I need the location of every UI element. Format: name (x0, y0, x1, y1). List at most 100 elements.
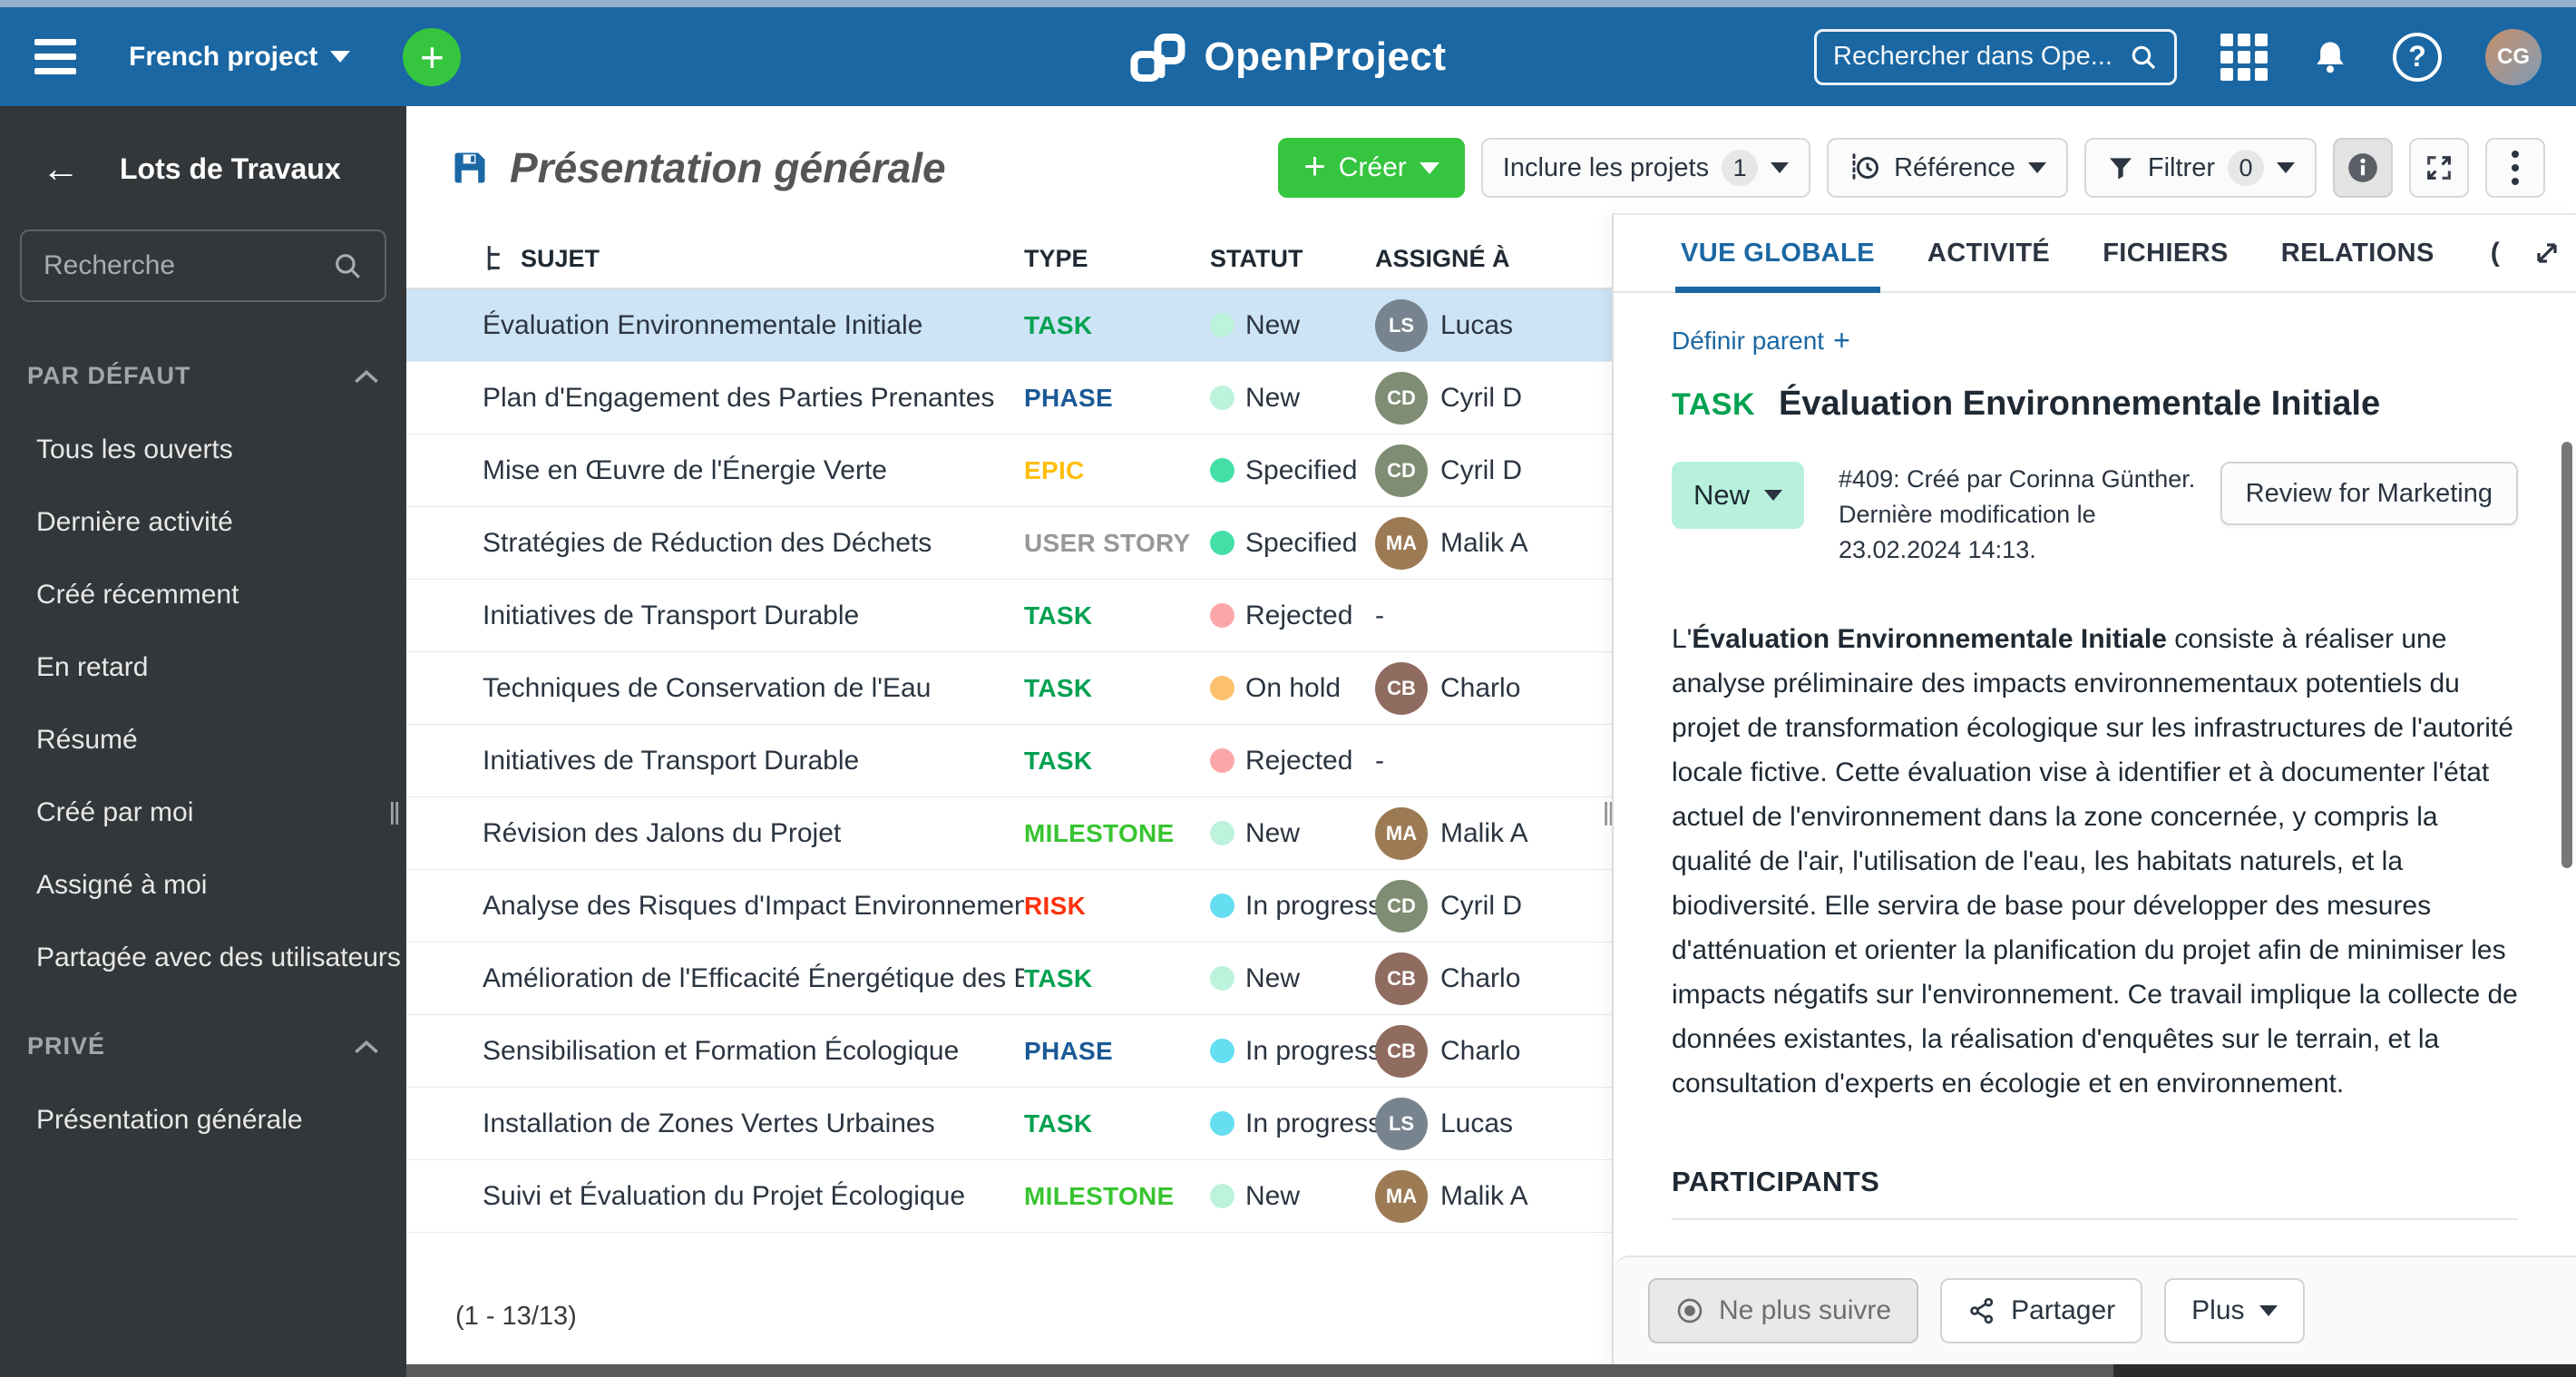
wp-status[interactable]: In progress (1210, 1108, 1381, 1139)
wp-type[interactable]: TASK (1024, 601, 1093, 630)
sidebar-item-resume[interactable]: Résumé (36, 725, 138, 755)
more-menu-button[interactable] (2485, 138, 2545, 198)
wp-type[interactable]: RISK (1024, 891, 1087, 920)
sidebar-item-derniere-activite[interactable]: Dernière activité (36, 507, 233, 537)
sidebar-search-input[interactable] (44, 250, 321, 281)
table-row[interactable]: Révision des Jalons du Projet MILESTONE … (406, 797, 1612, 870)
column-type[interactable]: TYPE (1024, 244, 1088, 272)
wp-assignee[interactable]: CB Charlo (1375, 661, 1612, 715)
wp-type[interactable]: PHASE (1024, 383, 1113, 412)
column-assigne-a[interactable]: ASSIGNÉ À (1375, 244, 1510, 272)
wp-status[interactable]: New (1210, 963, 1375, 994)
baseline-button[interactable]: Référence (1827, 138, 2068, 198)
wp-assignee[interactable]: - (1375, 601, 1612, 631)
table-row[interactable]: Initiatives de Transport Durable TASK Re… (406, 725, 1612, 797)
sidebar-item-tous-les-ouverts[interactable]: Tous les ouverts (36, 435, 233, 464)
sidebar-section-prive[interactable]: PRIVÉ (0, 1032, 406, 1060)
expand-panel-icon[interactable] (2531, 237, 2563, 269)
wp-type[interactable]: PHASE (1024, 1036, 1113, 1065)
table-row[interactable]: Mise en Œuvre de l'Énergie Verte EPIC Sp… (406, 435, 1612, 507)
wp-status[interactable]: New (1210, 310, 1375, 341)
user-avatar[interactable]: CG (2485, 28, 2542, 85)
wp-status[interactable]: New (1210, 1181, 1375, 1212)
sidebar-section-default[interactable]: PAR DÉFAUT (0, 362, 406, 390)
sidebar-item-presentation-generale[interactable]: Présentation générale (36, 1105, 303, 1135)
info-button[interactable] (2333, 138, 2393, 198)
table-row[interactable]: Stratégies de Réduction des Déchets USER… (406, 507, 1612, 580)
review-for-marketing-button[interactable]: Review for Marketing (2220, 462, 2518, 525)
table-row[interactable]: Amélioration de l'Efficacité Énergétique… (406, 942, 1612, 1015)
wp-assignee[interactable]: LS Lucas (1375, 1097, 1612, 1150)
wp-subject[interactable]: Plan d'Engagement des Parties Prenantes (483, 382, 995, 413)
fullscreen-button[interactable] (2409, 138, 2469, 198)
wp-status[interactable]: Specified (1210, 528, 1375, 559)
wp-assignee[interactable]: MA Malik A (1375, 516, 1612, 570)
hierarchy-icon[interactable] (483, 245, 506, 272)
include-projects-button[interactable]: Inclure les projets 1 (1480, 138, 1811, 198)
wp-subject[interactable]: Techniques de Conservation de l'Eau (483, 672, 932, 703)
status-dropdown[interactable]: New (1672, 462, 1805, 529)
wp-status[interactable]: In progress (1210, 891, 1381, 922)
wp-assignee[interactable]: MA Malik A (1375, 1169, 1612, 1223)
notifications-bell-icon[interactable] (2311, 37, 2349, 77)
wp-status[interactable]: New (1210, 383, 1375, 414)
wp-status[interactable]: On hold (1210, 673, 1375, 704)
save-icon[interactable] (450, 148, 490, 188)
filter-button[interactable]: Filtrer 0 (2083, 138, 2317, 198)
wp-subject[interactable]: Initiatives de Transport Durable (483, 600, 860, 630)
wp-assignee[interactable]: CB Charlo (1375, 952, 1612, 1005)
sidebar-item-partagee[interactable]: Partagée avec des utilisateurs (36, 942, 401, 972)
create-button[interactable]: + Créer (1278, 138, 1465, 198)
wp-subject[interactable]: Amélioration de l'Efficacité Énergétique… (483, 962, 1024, 993)
column-statut[interactable]: STATUT (1210, 244, 1303, 272)
wp-type[interactable]: TASK (1024, 310, 1093, 339)
wp-status[interactable]: In progress (1210, 1036, 1381, 1067)
wp-status[interactable]: New (1210, 818, 1375, 849)
wp-type[interactable]: MILESTONE (1024, 1181, 1175, 1210)
tab-fichiers[interactable]: FICHIERS (2103, 238, 2229, 268)
column-sujet[interactable]: SUJET (406, 245, 1024, 273)
wp-type[interactable]: TASK (1024, 1108, 1093, 1138)
share-button[interactable]: Partager (1940, 1278, 2143, 1343)
table-row[interactable]: Évaluation Environnementale Initiale TAS… (406, 289, 1612, 362)
wp-status[interactable]: Rejected (1210, 601, 1375, 631)
tab-relations[interactable]: RELATIONS (2280, 238, 2435, 268)
table-row[interactable]: Plan d'Engagement des Parties Prenantes … (406, 362, 1612, 435)
wp-assignee[interactable]: CD Cyril D (1375, 444, 1612, 497)
wp-type[interactable]: USER STORY (1024, 528, 1191, 557)
wp-type[interactable]: MILESTONE (1024, 818, 1175, 847)
wp-assignee[interactable]: - (1375, 746, 1612, 776)
wp-subject[interactable]: Installation de Zones Vertes Urbaines (483, 1108, 935, 1138)
wp-subject[interactable]: Révision des Jalons du Projet (483, 817, 842, 848)
table-row[interactable]: Sensibilisation et Formation Écologique … (406, 1015, 1612, 1088)
back-arrow-icon[interactable]: ← (42, 147, 80, 190)
wp-subject[interactable]: Évaluation Environnementale Initiale (483, 309, 923, 340)
wp-status[interactable]: Rejected (1210, 746, 1375, 776)
table-row[interactable]: Techniques de Conservation de l'Eau TASK… (406, 652, 1612, 725)
set-parent-link[interactable]: Définir parent + (1672, 324, 1850, 356)
sidebar-item-assigne-a-moi[interactable]: Assigné à moi (36, 870, 208, 900)
pagination[interactable]: (1 - 13/13) (455, 1302, 577, 1331)
tab-observateurs-clipped[interactable]: ( (2490, 238, 2500, 268)
global-search[interactable] (1814, 28, 2177, 85)
global-search-input[interactable] (1833, 42, 2120, 72)
sidebar-resize-handle[interactable]: ‖ (387, 797, 403, 832)
help-icon[interactable]: ? (2393, 32, 2442, 82)
scrollbar-thumb[interactable] (2561, 442, 2572, 868)
horizontal-scrollbar[interactable] (406, 1364, 2576, 1377)
wp-subject[interactable]: Sensibilisation et Formation Écologique (483, 1035, 960, 1066)
sidebar-item-cree-par-moi[interactable]: Créé par moi (36, 797, 194, 827)
sidebar-search[interactable] (20, 230, 386, 302)
modules-grid-icon[interactable] (2220, 33, 2268, 81)
tab-activite[interactable]: ACTIVITÉ (1927, 238, 2051, 268)
wp-type[interactable]: EPIC (1024, 455, 1085, 484)
wp-assignee[interactable]: CD Cyril D (1375, 371, 1612, 425)
unwatch-button[interactable]: Ne plus suivre (1648, 1278, 1919, 1343)
project-switcher[interactable]: French project (129, 42, 351, 73)
wp-assignee[interactable]: MA Malik A (1375, 806, 1612, 860)
table-row[interactable]: Initiatives de Transport Durable TASK Re… (406, 580, 1612, 652)
wp-subject[interactable]: Mise en Œuvre de l'Énergie Verte (483, 454, 887, 485)
wp-assignee[interactable]: CB Charlo (1375, 1024, 1612, 1078)
hamburger-menu-icon[interactable] (34, 39, 82, 74)
wp-status[interactable]: Specified (1210, 455, 1375, 486)
